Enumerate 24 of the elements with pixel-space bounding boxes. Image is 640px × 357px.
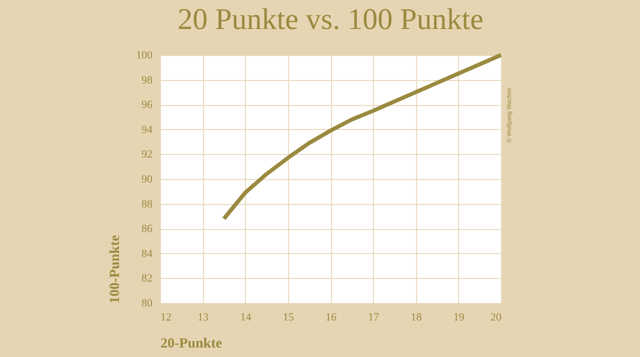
x-axis-title: 20-Punkte (160, 336, 222, 352)
y-axis-title: 100-Punkte (108, 235, 123, 304)
y-tick-label: 100 (136, 50, 153, 62)
x-tick-label: 13 (198, 312, 210, 324)
chart-title: 20 Punkte vs. 100 Punkte (178, 3, 484, 36)
x-tick-label: 14 (240, 312, 252, 324)
y-tick-label: 88 (142, 198, 153, 210)
x-tick-label: 19 (453, 312, 465, 324)
y-tick-label: 90 (142, 174, 153, 186)
y-tick-label: 82 (142, 272, 152, 285)
x-tick-label: 12 (160, 312, 172, 324)
x-tick-label: 15 (282, 312, 294, 324)
line-series (222, 53, 503, 221)
x-tick-label: 16 (326, 312, 337, 324)
x-tick-label: 20 (490, 312, 502, 324)
y-tick-label: 98 (142, 74, 153, 86)
x-tick-label: 18 (410, 312, 422, 324)
y-tick-label: 80 (142, 298, 153, 310)
y-tick-label: 92 (142, 148, 152, 161)
y-tick-label: 86 (142, 223, 153, 236)
x-tick-label: 17 (368, 312, 380, 324)
y-tick-label: 84 (142, 248, 153, 260)
y-tick-label: 94 (142, 124, 153, 136)
y-tick-label: 96 (142, 99, 153, 112)
